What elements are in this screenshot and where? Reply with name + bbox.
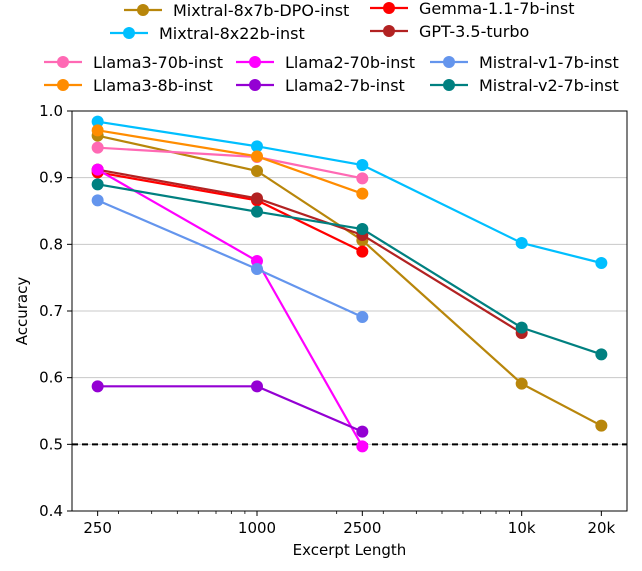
legend-item: Gemma-1.1-7b-inst [370,0,575,18]
legend-label: Llama2-7b-inst [285,76,405,95]
y-tick-label: 0.6 [39,369,63,387]
data-point [251,205,263,218]
legend-label: Mistral-v2-7b-inst [479,76,619,95]
data-point [595,257,608,269]
legend-label: Gemma-1.1-7b-inst [419,0,575,18]
y-tick-label: 0.9 [39,169,63,187]
legend-label: GPT-3.5-turbo [419,22,529,41]
legend-item: Llama2-7b-inst [236,76,405,95]
data-point [595,419,608,432]
legend-label: Mistral-v1-7b-inst [479,53,619,72]
legend-marker [443,56,455,68]
data-point [251,263,263,275]
series-mistral-v1-7b-inst [91,194,369,323]
series-line [97,129,363,195]
legend-marker [249,79,261,91]
data-point [251,165,263,177]
data-point [251,192,263,205]
legend-label: Llama2-70b-inst [285,53,415,72]
data-point [251,380,263,393]
x-tick-label: 1000 [238,519,276,537]
data-point [91,115,104,128]
legend-item: Llama3-70b-inst [44,53,223,72]
x-axis-label: Excerpt Length [293,541,407,559]
x-tick-label: 2500 [343,519,381,537]
y-axis-label: Accuracy [13,277,31,346]
data-point [515,321,528,334]
series-line [97,168,523,334]
legend-marker [383,2,395,14]
series-mixtral-8x22b-inst [91,115,608,269]
legend-item: Mistral-v2-7b-inst [430,76,619,95]
data-point [515,377,528,390]
x-tick-label: 250 [83,519,112,537]
series-line [97,171,363,253]
series-line [97,168,364,447]
series-layer [91,115,608,453]
data-point [515,237,528,249]
series-mistral-v2-7b-inst [91,178,608,361]
series-llama2-70b-inst [91,163,369,453]
data-point [251,140,263,153]
data-point [91,163,104,176]
legend-label: Mixtral-8x7b-DPO-inst [173,1,349,20]
data-point [356,159,369,171]
legend-item: Llama3-8b-inst [44,76,213,95]
data-point [356,172,369,185]
legend-marker [443,79,455,91]
legend-marker [383,25,395,37]
data-point [91,124,104,137]
legend-label: Llama3-70b-inst [93,53,223,72]
data-point [356,245,369,258]
series-gpt-3-5-turbo [91,163,528,339]
legend-item: Mixtral-8x22b-inst [110,24,305,43]
axis-ticks: 0.4 0.5 0.6 0.7 0.8 0.9 1.0 250 1000 2500 10k 20k [39,102,615,537]
data-point [356,440,369,453]
data-point [356,311,369,323]
data-point [356,187,369,200]
y-tick-label: 0.5 [39,435,63,453]
legend-item: Llama2-70b-inst [236,53,415,72]
y-tick-label: 1.0 [39,102,63,120]
data-point [595,348,608,361]
legend-marker [123,27,135,39]
series-llama3-8b-inst [91,124,369,200]
legend-label: Mixtral-8x22b-inst [159,24,305,43]
legend-marker [137,4,149,16]
legend-item: GPT-3.5-turbo [370,22,529,41]
data-point [356,223,369,235]
y-tick-label: 0.8 [39,235,63,253]
data-point [91,194,104,207]
legend-item: Mixtral-8x7b-DPO-inst [124,1,349,20]
legend-item: Mistral-v1-7b-inst [430,53,619,72]
series-llama2-7b-inst [91,380,369,438]
legend-label: Llama3-8b-inst [93,76,213,95]
data-point [91,178,104,191]
y-tick-label: 0.4 [39,502,63,520]
series-line [97,385,363,433]
series-line [97,199,363,319]
legend-marker [249,56,261,68]
legend-marker [57,56,69,68]
legend-marker [57,79,69,91]
data-point [91,141,104,154]
data-point [91,380,104,393]
data-point [356,425,369,438]
y-tick-label: 0.7 [39,302,63,320]
data-point [251,150,263,163]
x-tick-label: 10k [508,519,536,537]
legend: Mixtral-8x7b-DPO-inst Mixtral-8x22b-inst G… [44,0,619,95]
x-tick-label: 20k [587,519,615,537]
